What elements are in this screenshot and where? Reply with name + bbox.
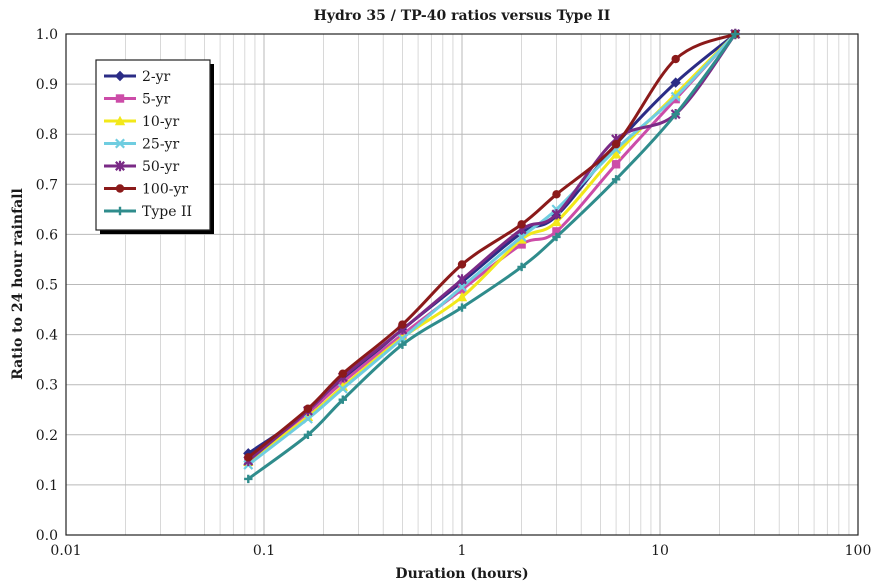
data-point [551,209,562,220]
data-point [516,234,527,244]
legend-marker [115,138,125,149]
data-point [671,109,680,119]
y-tick-label: 0.3 [36,378,58,394]
data-point [303,430,313,439]
legend-item: 2-yr [104,69,171,85]
data-point [611,160,621,169]
chart-title: Hydro 35 / TP-40 ratios versus Type II [314,8,611,24]
y-tick-label: 0.6 [36,227,58,243]
data-point [731,29,740,39]
y-tick-label: 0.5 [36,278,58,294]
series-type-ii [244,29,740,484]
data-point [517,220,526,229]
data-point [670,91,681,102]
y-tick-label: 0.7 [36,177,58,193]
data-point [303,404,313,413]
data-point [457,260,467,269]
data-point [552,232,561,242]
y-tick-label: 0.2 [36,428,58,444]
y-tick-label: 0.1 [36,478,58,494]
data-point [302,413,313,424]
data-point [398,340,407,349]
legend: 2-yr 5-yr 10-yr 25-yr 50-yr 100-yr Type II [95,59,214,234]
x-tick-label: 10 [651,543,669,559]
data-point [517,240,526,249]
data-point [517,262,526,272]
series-line [247,32,737,467]
legend-marker [114,70,126,82]
legend-marker [115,160,125,172]
legend-item: 25-yr [104,137,179,153]
data-point [457,282,467,292]
data-point [671,94,680,104]
data-point [457,274,467,285]
grid [65,34,858,535]
data-point [398,320,407,329]
data-point [611,175,621,184]
legend-label: 10-yr [142,114,179,130]
legend-marker [115,184,125,193]
data-point [552,190,561,199]
data-point [670,77,681,88]
series-layer [243,28,741,484]
series-line [247,33,737,481]
y-tick-label: 0.4 [36,328,58,344]
series-line [247,33,737,463]
legend-label: 5-yr [142,92,171,108]
x-tick-label: 1 [458,543,467,559]
legend-item: 10-yr [104,114,179,130]
x-tick-label: 0.1 [253,543,275,559]
y-axis-label: Ratio to 24 hour rainfall [10,188,26,380]
legend-marker [115,94,125,103]
data-point [457,285,467,294]
data-point [244,474,253,484]
x-tick-label: 100 [845,543,871,559]
data-point [337,383,348,394]
data-point [338,369,347,378]
legend-item: 5-yr [104,92,171,108]
legend-label: 50-yr [142,159,179,175]
series-100-yr [244,29,740,462]
legend-label: 2-yr [142,69,171,85]
legend-marker [114,115,126,126]
y-tick-label: 0.9 [36,77,58,93]
data-point [457,303,467,312]
data-point [337,381,348,391]
legend-label: 100-yr [142,182,188,198]
x-axis-label: Duration (hours) [395,566,528,581]
data-point [244,453,253,462]
data-point [671,54,680,64]
data-point [456,291,468,302]
y-tick-label: 1.0 [36,27,58,43]
tick-labels: 0.01 0.1 1 10 100 0.0 0.1 0.2 0.3 0.4 0.5 0.6 0.7 0.8… [36,27,871,559]
y-tick-label: 0.8 [36,127,58,143]
legend-item: 100-yr [104,182,188,198]
data-point [302,411,314,421]
series-line [247,32,736,459]
y-tick-label: 0.0 [36,528,58,544]
legend-marker [115,206,125,216]
data-point [338,395,347,404]
legend-items: 2-yr 5-yr 10-yr 25-yr 50-yr 100-yr Type II [104,69,192,220]
legend-item: 50-yr [104,159,179,175]
data-point [610,149,622,159]
data-point [611,140,621,149]
plot-area [65,33,859,536]
legend-label: 25-yr [142,137,179,153]
legend-item: Type II [104,204,192,220]
data-point [551,216,562,227]
x-tick-label: 0.01 [50,543,81,559]
data-point [552,227,561,236]
data-point [516,231,527,242]
legend-label: Type II [142,204,192,220]
